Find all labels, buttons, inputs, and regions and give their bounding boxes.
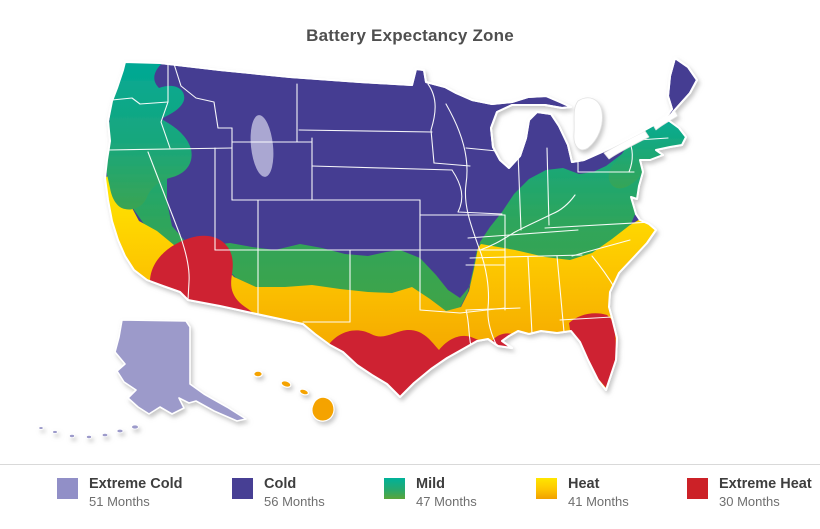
legend-swatch-heat bbox=[536, 478, 557, 499]
zone-extreme-heat-gulf-coast bbox=[492, 333, 550, 362]
legend-swatch-extreme-cold bbox=[57, 478, 78, 499]
zone-extreme-heat-florida bbox=[569, 313, 617, 390]
legend-label: Extreme Cold bbox=[89, 476, 183, 492]
legend-label: Mild bbox=[416, 476, 445, 492]
legend-label: Heat bbox=[568, 476, 600, 492]
legend-item-cold: Cold 56 Months bbox=[232, 476, 325, 510]
aleutian-islands bbox=[38, 424, 139, 439]
legend-label: Cold bbox=[264, 476, 297, 492]
page-title: Battery Expectancy Zone bbox=[306, 26, 514, 45]
lake-erie bbox=[603, 130, 650, 160]
legend-swatch-mild bbox=[384, 478, 405, 499]
legend-months: 41 Months bbox=[568, 493, 629, 509]
zone-mild-central-band bbox=[105, 131, 655, 312]
zone-extreme-heat-texas bbox=[325, 329, 484, 397]
alaska-extreme-cold bbox=[38, 319, 247, 439]
legend-item-extreme-cold: Extreme Cold 51 Months bbox=[57, 476, 182, 510]
legend-months: 30 Months bbox=[719, 493, 780, 509]
legend: Extreme Cold 51 Months Cold 56 Months Mi… bbox=[0, 464, 820, 529]
legend-months: 51 Months bbox=[89, 493, 150, 509]
legend-swatch-cold bbox=[232, 478, 253, 499]
legend-label: Extreme Heat bbox=[719, 476, 812, 492]
legend-item-mild: Mild 47 Months bbox=[384, 476, 477, 510]
legend-item-heat: Heat 41 Months bbox=[536, 476, 629, 510]
legend-item-extreme-heat: Extreme Heat 30 Months bbox=[687, 476, 812, 510]
legend-swatch-extreme-heat bbox=[687, 478, 708, 499]
legend-divider bbox=[0, 464, 820, 465]
great-lakes bbox=[573, 97, 679, 160]
zone-extreme-cold-rockies-spot bbox=[250, 115, 274, 177]
legend-months: 47 Months bbox=[416, 493, 477, 509]
state-borders bbox=[107, 61, 669, 351]
legend-months: 56 Months bbox=[264, 493, 325, 509]
hawaii-heat bbox=[253, 370, 335, 422]
zone-mild-northwest bbox=[106, 58, 192, 210]
lake-huron bbox=[573, 97, 603, 151]
zone-mild-northeast-coast bbox=[608, 114, 686, 189]
